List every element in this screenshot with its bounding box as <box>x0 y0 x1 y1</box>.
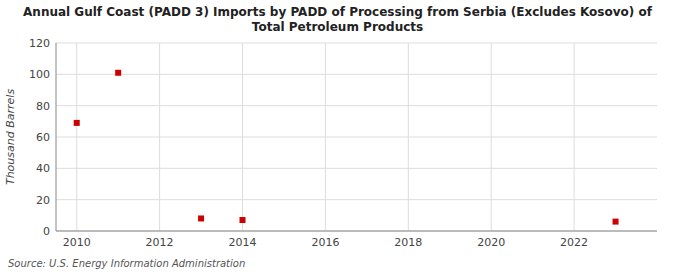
point <box>115 70 121 76</box>
x-tick-label: 2012 <box>146 236 174 249</box>
point <box>613 219 619 225</box>
x-grid-line <box>159 43 160 231</box>
x-tick-label: 2014 <box>229 236 257 249</box>
x-axis-line <box>56 231 657 232</box>
title-line: Annual Gulf Coast (PADD 3) Imports by PA… <box>23 5 653 19</box>
x-grid-line <box>76 43 77 231</box>
chart-svg: Annual Gulf Coast (PADD 3) Imports by PA… <box>0 0 675 275</box>
grid <box>56 43 657 231</box>
y-axis-line <box>56 43 57 231</box>
x-tick-label: 2020 <box>477 236 505 249</box>
points <box>74 70 619 225</box>
y-grid-line <box>56 168 657 169</box>
y-tick-label: 100 <box>29 68 50 81</box>
y-tick-label: 120 <box>29 37 50 50</box>
y-grid-line <box>56 105 657 106</box>
y-grid-line <box>56 43 657 44</box>
y-tick-label: 40 <box>36 162 50 175</box>
y-grid-line <box>56 137 657 138</box>
y-tick-label: 60 <box>36 131 50 144</box>
x-tick-label: 2018 <box>394 236 422 249</box>
x-tick-label: 2022 <box>560 236 588 249</box>
point <box>198 215 204 221</box>
y-grid-line <box>56 199 657 200</box>
y-tick-label: 80 <box>36 100 50 113</box>
chart-container: Annual Gulf Coast (PADD 3) Imports by PA… <box>0 0 675 275</box>
y-grid-line <box>56 74 657 75</box>
title-line: Total Petroleum Products <box>252 20 423 34</box>
y-tick-label: 20 <box>36 194 50 207</box>
x-grid-line <box>491 43 492 231</box>
x-tick-label: 2016 <box>311 236 339 249</box>
x-grid-line <box>408 43 409 231</box>
title: Annual Gulf Coast (PADD 3) Imports by PA… <box>23 5 653 34</box>
y-axis-label: Thousand Barrels <box>4 89 17 185</box>
x-grid-line <box>242 43 243 231</box>
annotation: Source: U.S. Energy Information Administ… <box>8 258 245 269</box>
background <box>0 0 675 275</box>
x-grid-line <box>325 43 326 231</box>
y-grid-line <box>56 231 657 232</box>
y-tick-label: 0 <box>43 225 50 238</box>
x-tick-label: 2010 <box>63 236 91 249</box>
point <box>74 120 80 126</box>
point <box>240 217 246 223</box>
x-grid-line <box>574 43 575 231</box>
